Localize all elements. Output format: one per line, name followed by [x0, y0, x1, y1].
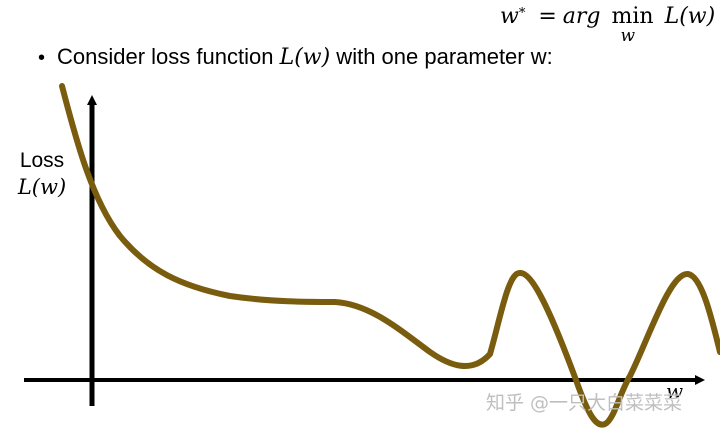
objective-formula: w* = arg min w L(w)	[500, 4, 716, 45]
watermark: 知乎 @一只大白菜菜菜	[486, 392, 683, 414]
bullet-math: L(w)	[279, 45, 331, 70]
formula-rhs: L(w)	[664, 4, 716, 29]
bullet-prefix: Consider loss function	[57, 44, 280, 69]
formula-min: min	[611, 4, 654, 29]
formula-arg: arg	[562, 4, 601, 29]
formula-min-operator: min w	[611, 4, 654, 45]
bullet-dot-icon: •	[38, 47, 46, 69]
formula-lhs: w	[500, 4, 519, 29]
x-axis-label: w	[666, 379, 683, 403]
bullet-point: • Consider loss function L(w) with one pa…	[38, 44, 553, 70]
loss-curve	[59, 83, 720, 428]
formula-lhs-superscript: *	[518, 6, 526, 21]
bullet-suffix: with one parameter w:	[330, 44, 553, 69]
formula-equals: =	[538, 4, 557, 29]
formula-min-subscript: w	[620, 26, 636, 46]
y-axis-label-text: Loss	[19, 149, 65, 172]
y-axis-label: Loss L(w)	[14, 148, 70, 201]
y-axis-label-math: L(w)	[17, 175, 67, 200]
